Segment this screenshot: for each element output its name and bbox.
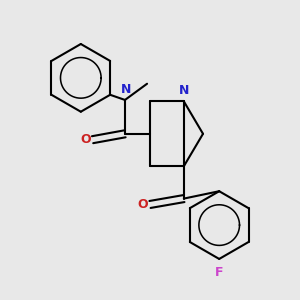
Text: O: O	[80, 133, 91, 146]
Text: O: O	[137, 198, 148, 211]
Text: F: F	[215, 266, 224, 279]
Text: N: N	[121, 82, 132, 95]
Text: N: N	[179, 84, 189, 97]
